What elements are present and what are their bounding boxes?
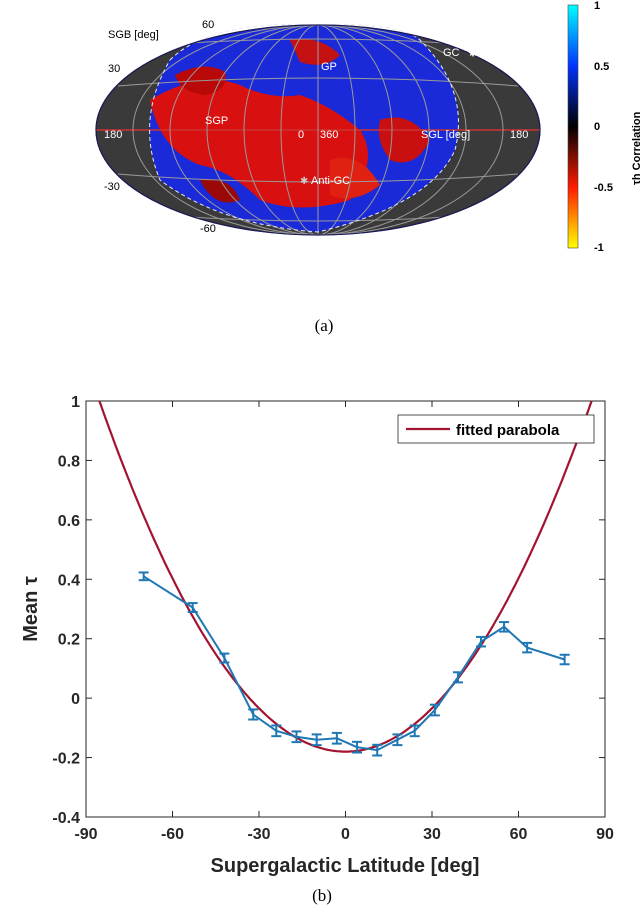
data-point [409,724,420,738]
y-tick-label: 0 [71,691,80,708]
antigc-label: Anti-GC [311,175,350,187]
data-point [331,731,342,745]
sgl-label: SGL [deg] [421,129,470,141]
x-tick-label: 60 [510,826,528,843]
colorbar-tick-1: 1 [594,0,600,12]
mean-tau-line [143,575,565,752]
x-axis-label: Supergalactic Latitude [deg] [211,855,480,877]
y-tick-label: -0.2 [52,751,80,768]
lat-60-label: 60 [202,19,214,31]
data-point [476,635,487,648]
lon-180-left-label: 180 [104,129,122,141]
gp-label: GP [321,61,337,73]
data-point [429,703,440,717]
lat-m30-label: -30 [104,181,120,193]
data-point [499,621,510,633]
lat-30-label: 30 [108,63,120,75]
sgp-label: SGP [205,115,228,127]
data-point [522,641,533,654]
plot-area [85,400,606,818]
x-tick-label: -30 [247,826,270,843]
caption-b: (b) [312,886,332,905]
data-point [138,571,149,582]
data-point [452,671,463,684]
y-tick-label: 0.6 [58,513,80,530]
y-tick-label: 0.8 [58,453,80,470]
y-tick-label: 0.4 [58,572,80,589]
colorbar-tick-0.5: 0.5 [594,61,609,73]
data-point [559,653,570,666]
legend: fitted parabola [397,414,595,444]
caption-a: (a) [314,316,334,335]
x-tick-label: 0 [341,826,350,843]
colorbar-tick-m1: -1 [594,242,604,254]
y-tick-label: 0.2 [58,632,80,649]
negative-correlation-region [150,80,368,208]
lon-360-label: 360 [320,129,338,141]
data-point [187,602,198,613]
lon-180-right-label: 180 [510,129,528,141]
colorbar-label: τh Correlation [631,111,643,185]
lat-m60-label: -60 [200,223,216,235]
x-tick-label: 30 [423,826,441,843]
colorbar-tick-0: 0 [594,121,600,133]
antigc-star-icon: ✱ [300,176,308,187]
colorbar-gradient [567,4,579,249]
gc-label: GC [443,47,460,59]
x-tick-label: -90 [74,826,97,843]
data-point [311,733,322,747]
data-point [291,730,302,744]
sky-map: SGB [deg] 60 30 -30 -60 180 0 360 SGL [d… [95,19,541,236]
fitted-parabola-line [98,401,593,753]
mean-tau-chart: -0.4-0.200.20.40.60.81 -90 -60 -30 0 30 60 90 … [20,394,614,877]
y-axis-label: Mean τ [20,576,42,642]
y-tick-label: 1 [71,394,80,411]
y-tick-label: -0.4 [52,810,80,827]
map-grid [96,25,540,235]
colorbar-tick-m0.5: -0.5 [594,182,613,194]
gc-star-icon: ✸ [468,46,478,60]
x-tick-label: 90 [596,826,614,843]
data-point [372,743,383,757]
legend-label-fitted-parabola: fitted parabola [456,422,560,439]
lon-0-label: 0 [298,129,304,141]
sgb-label: SGB [deg] [108,29,159,41]
data-point [392,733,403,747]
x-tick-label: -60 [161,826,184,843]
colorbar: 1 0.5 0 -0.5 -1 τh Correlation [567,0,643,254]
data-point [352,740,363,754]
data-point [271,724,282,738]
data-point [219,652,230,664]
data-point [248,708,259,721]
